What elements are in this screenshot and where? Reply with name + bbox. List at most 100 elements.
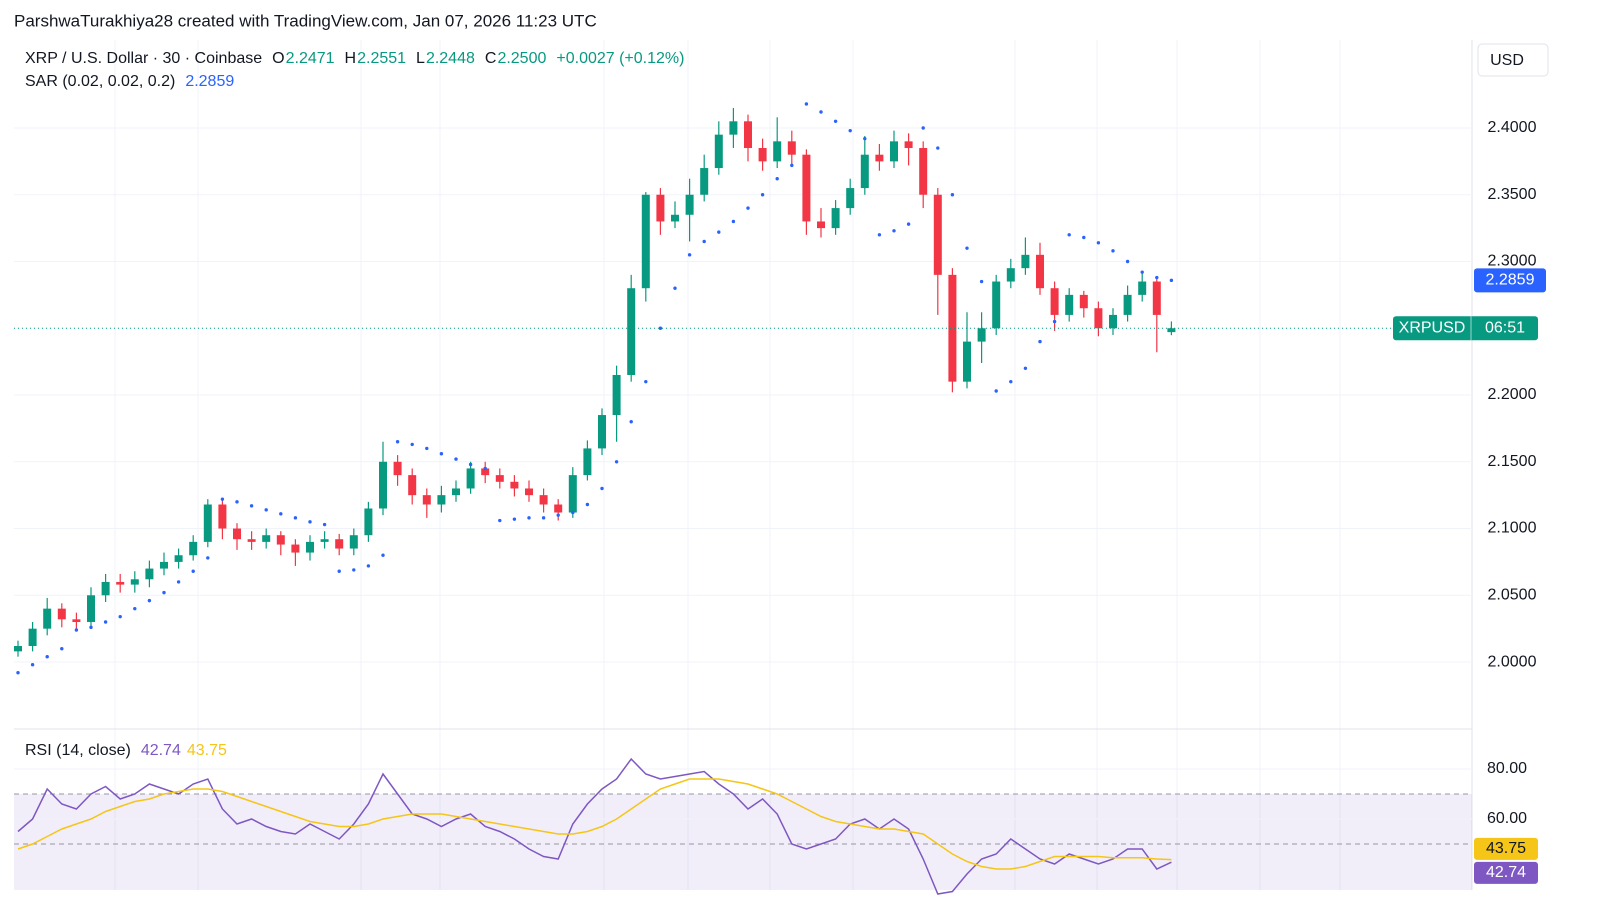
sar-dot bbox=[556, 513, 560, 517]
rsi-line bbox=[17, 757, 1172, 895]
sar-dot bbox=[673, 286, 677, 290]
candle-body bbox=[933, 194, 942, 275]
candle-body bbox=[729, 121, 738, 135]
candle-body bbox=[1167, 328, 1176, 333]
sar-dot bbox=[936, 146, 940, 150]
candle-body bbox=[773, 141, 782, 162]
ohlc-value: 2.2471 bbox=[286, 50, 335, 67]
candle-body bbox=[452, 488, 460, 496]
candle-body bbox=[948, 274, 957, 382]
candle-body bbox=[963, 341, 971, 382]
sar-dot bbox=[600, 486, 604, 491]
sar-dot bbox=[512, 517, 517, 521]
sar-dot bbox=[527, 516, 531, 520]
y-tick-label: 2.3500 bbox=[1488, 186, 1537, 203]
ohlc-label: L bbox=[416, 50, 425, 67]
candle-body bbox=[247, 539, 256, 542]
sar-dot bbox=[629, 420, 633, 424]
candle-body bbox=[189, 541, 198, 556]
ohlc-label: C bbox=[485, 50, 497, 67]
y-tick-label: 80.00 bbox=[1487, 760, 1527, 777]
rsi-value: 43.75 bbox=[187, 742, 227, 759]
y-tick-label: 2.0500 bbox=[1488, 587, 1537, 604]
sar-dot bbox=[439, 452, 444, 456]
sar-dot bbox=[1169, 278, 1174, 283]
candle-body bbox=[393, 461, 402, 476]
sar-dot bbox=[1038, 339, 1042, 344]
candle-body bbox=[612, 374, 621, 416]
sar-dot bbox=[863, 136, 867, 141]
sar-dot bbox=[892, 229, 896, 233]
candle-body bbox=[598, 415, 606, 449]
sar-dot bbox=[950, 193, 955, 197]
vertical-grid bbox=[114, 40, 1341, 890]
currency-button[interactable] bbox=[1477, 43, 1549, 77]
sar-dot bbox=[322, 522, 327, 527]
candle-body bbox=[1021, 254, 1030, 269]
candle-body bbox=[977, 328, 986, 342]
sar-dot bbox=[162, 590, 166, 595]
sar-dot bbox=[498, 518, 502, 523]
rsi-badge-value: 43.75 bbox=[1486, 840, 1526, 857]
candle-body bbox=[714, 134, 723, 169]
candle-body bbox=[1123, 294, 1132, 315]
sar-dot bbox=[687, 253, 692, 257]
sar-dot bbox=[308, 520, 312, 524]
candle-body bbox=[510, 481, 519, 489]
sar-dot bbox=[220, 497, 225, 501]
sar-dot bbox=[89, 625, 93, 630]
sar-dot bbox=[352, 568, 356, 572]
candle-body bbox=[1006, 268, 1015, 282]
candle-body bbox=[992, 281, 1001, 329]
candle-body bbox=[116, 581, 125, 585]
sar-dot bbox=[249, 504, 254, 508]
sar-dot bbox=[717, 230, 721, 234]
candle-body bbox=[466, 468, 475, 489]
candle-body bbox=[1036, 254, 1044, 289]
candle-body bbox=[160, 561, 168, 569]
candle-body bbox=[525, 488, 533, 496]
ohlc-value: 2.2551 bbox=[357, 50, 406, 67]
y-tick-label: 60.00 bbox=[1487, 810, 1527, 827]
y-tick-label: 2.1500 bbox=[1488, 453, 1537, 470]
candle-body bbox=[787, 141, 796, 155]
candle-body bbox=[1065, 294, 1074, 315]
rsi-badge bbox=[1474, 861, 1538, 884]
sar-dot bbox=[1009, 379, 1013, 384]
y-tick-label: 2.1000 bbox=[1488, 520, 1537, 537]
candle-body bbox=[174, 555, 183, 562]
chart-title: XRP / U.S. Dollar · 30 · Coinbase bbox=[25, 50, 262, 67]
candle-body bbox=[335, 539, 344, 549]
sar-dot bbox=[206, 556, 210, 560]
sar-dot bbox=[833, 119, 838, 124]
candle-body bbox=[1138, 281, 1147, 295]
sar-dot bbox=[585, 502, 590, 507]
candle-body bbox=[1079, 294, 1088, 309]
indicator-title: SAR (0.02, 0.02, 0.2) bbox=[25, 73, 175, 90]
sar-dot bbox=[410, 442, 414, 447]
candle-body bbox=[218, 504, 227, 529]
sar-dot bbox=[468, 462, 473, 467]
sar-dot bbox=[1082, 235, 1086, 240]
sar-dot bbox=[366, 564, 371, 568]
candle-body bbox=[641, 194, 650, 289]
sar-dot bbox=[906, 222, 911, 226]
sar-dot bbox=[877, 233, 882, 237]
candle-body bbox=[203, 504, 212, 542]
sar-dot bbox=[1140, 270, 1144, 274]
currency[interactable]: USD bbox=[1490, 52, 1524, 69]
rsi-title: RSI (14, close) bbox=[25, 742, 131, 759]
candle-body bbox=[379, 461, 387, 509]
candle-body bbox=[802, 154, 811, 222]
candle-body bbox=[306, 541, 314, 553]
candle-body bbox=[320, 539, 329, 542]
sar-dot bbox=[848, 128, 852, 133]
candle-body bbox=[72, 619, 81, 622]
sar-badge bbox=[1474, 268, 1546, 293]
candle-body bbox=[57, 608, 66, 620]
sar-dot bbox=[965, 246, 969, 250]
change: +0.0027 (+0.12%) bbox=[556, 50, 684, 67]
candle-body bbox=[860, 154, 869, 189]
candle-body bbox=[145, 568, 154, 580]
